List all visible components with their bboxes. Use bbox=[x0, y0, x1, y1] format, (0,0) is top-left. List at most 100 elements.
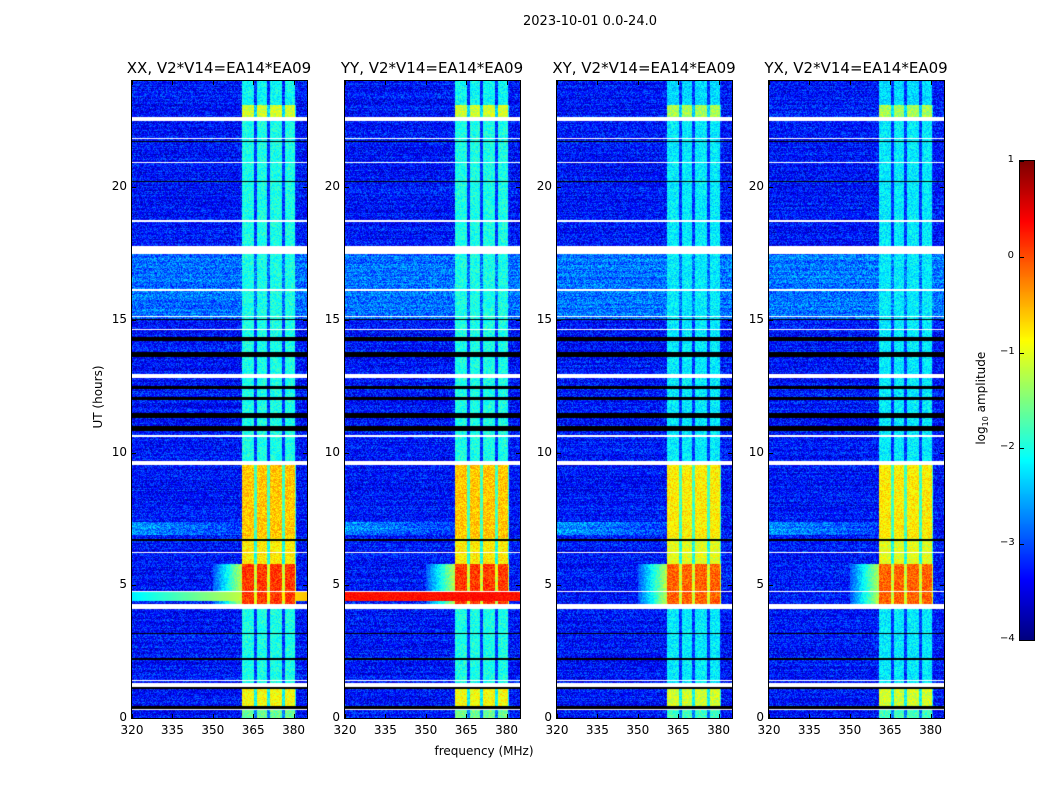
x-tick-label: 320 bbox=[545, 723, 569, 737]
x-tick-mark bbox=[809, 81, 811, 85]
y-tick-mark bbox=[516, 585, 520, 587]
x-tick-mark bbox=[466, 714, 468, 718]
x-tick-mark bbox=[597, 81, 599, 85]
y-tick-label: 10 bbox=[536, 444, 552, 459]
y-tick-mark bbox=[345, 452, 349, 454]
x-tick-mark bbox=[890, 81, 892, 85]
x-tick-mark bbox=[425, 714, 427, 718]
y-tick-mark bbox=[132, 319, 136, 321]
y-tick-label: 0 bbox=[332, 710, 340, 724]
y-tick-mark bbox=[345, 319, 349, 321]
x-tick-mark bbox=[557, 81, 558, 85]
x-tick-mark bbox=[293, 81, 295, 85]
y-tick-mark bbox=[303, 585, 307, 587]
x-tick-label: 365 bbox=[241, 723, 265, 737]
y-tick-label: 0 bbox=[544, 710, 552, 724]
y-tick-mark bbox=[940, 319, 944, 321]
x-tick-label: 335 bbox=[585, 723, 609, 737]
x-tick-mark bbox=[293, 714, 295, 718]
x-tick-label: 350 bbox=[414, 723, 438, 737]
x-tick-label: 380 bbox=[282, 723, 305, 737]
x-tick-mark bbox=[849, 81, 851, 85]
x-tick-mark bbox=[718, 714, 720, 718]
y-tick-label: 10 bbox=[111, 444, 127, 459]
x-tick-label: 380 bbox=[707, 723, 730, 737]
x-tick-mark bbox=[506, 714, 508, 718]
y-tick-mark bbox=[345, 718, 349, 719]
y-tick-mark bbox=[516, 319, 520, 321]
x-tick-mark bbox=[809, 714, 811, 718]
x-tick-mark bbox=[849, 714, 851, 718]
panel-title-xx: XX, V2*V14=EA14*EA09 bbox=[126, 59, 312, 77]
x-tick-mark bbox=[132, 714, 133, 718]
x-tick-mark bbox=[212, 81, 214, 85]
x-tick-label: 320 bbox=[120, 723, 144, 737]
y-tick-mark bbox=[132, 718, 136, 719]
x-tick-mark bbox=[930, 714, 932, 718]
colorbar-tick-label: 0 bbox=[1007, 249, 1014, 261]
y-tick-label: 0 bbox=[756, 710, 764, 724]
x-tick-mark bbox=[769, 81, 770, 85]
y-tick-label: 5 bbox=[332, 577, 340, 592]
y-tick-mark bbox=[728, 452, 732, 454]
y-tick-mark bbox=[345, 187, 349, 189]
y-tick-mark bbox=[516, 187, 520, 189]
x-tick-mark bbox=[557, 714, 558, 718]
x-tick-mark bbox=[345, 81, 346, 85]
x-axis-label: frequency (MHz) bbox=[434, 744, 534, 758]
y-tick-mark bbox=[132, 452, 136, 454]
y-tick-mark bbox=[769, 452, 773, 454]
heatmap-panel-yy bbox=[344, 80, 521, 719]
y-tick-mark bbox=[769, 585, 773, 587]
y-tick-mark bbox=[516, 452, 520, 454]
y-tick-mark bbox=[769, 319, 773, 321]
x-tick-mark bbox=[212, 714, 214, 718]
y-tick-mark bbox=[345, 585, 349, 587]
y-tick-label: 0 bbox=[119, 710, 127, 724]
heatmap-panel-xx bbox=[131, 80, 308, 719]
heatmap-image bbox=[769, 81, 944, 718]
y-tick-mark bbox=[728, 718, 732, 719]
x-tick-mark bbox=[172, 714, 174, 718]
colorbar-tick-label: −3 bbox=[1000, 537, 1015, 549]
x-tick-mark bbox=[930, 81, 932, 85]
y-tick-label: 20 bbox=[111, 179, 127, 194]
x-tick-label: 320 bbox=[333, 723, 357, 737]
x-tick-label: 365 bbox=[666, 723, 690, 737]
y-tick-mark bbox=[728, 319, 732, 321]
x-tick-mark bbox=[769, 714, 770, 718]
y-tick-mark bbox=[557, 319, 561, 321]
suptitle: 2023-10-01 0.0-24.0 bbox=[523, 14, 657, 29]
heatmap-image bbox=[557, 81, 732, 718]
x-tick-label: 335 bbox=[373, 723, 397, 737]
x-tick-mark bbox=[385, 714, 387, 718]
y-tick-mark bbox=[728, 585, 732, 587]
x-tick-label: 380 bbox=[919, 723, 942, 737]
y-tick-label: 20 bbox=[324, 179, 340, 194]
colorbar-tick-label: −2 bbox=[1000, 441, 1015, 453]
y-tick-mark bbox=[557, 187, 561, 189]
y-tick-label: 15 bbox=[536, 311, 552, 326]
colorbar-tick-mark bbox=[1020, 352, 1024, 354]
colorbar-tick-mark bbox=[1020, 256, 1024, 258]
panel-title-yy: YY, V2*V14=EA14*EA09 bbox=[340, 59, 524, 77]
x-tick-label: 350 bbox=[626, 723, 650, 737]
colorbar-tick-label: −4 bbox=[1000, 633, 1015, 644]
y-tick-mark bbox=[940, 452, 944, 454]
x-tick-mark bbox=[345, 714, 346, 718]
x-tick-mark bbox=[172, 81, 174, 85]
y-tick-mark bbox=[557, 585, 561, 587]
y-tick-label: 10 bbox=[748, 444, 764, 459]
y-tick-mark bbox=[303, 718, 307, 719]
x-tick-label: 335 bbox=[797, 723, 821, 737]
colorbar-gradient bbox=[1020, 161, 1034, 640]
heatmap-image bbox=[132, 81, 307, 718]
y-tick-label: 20 bbox=[748, 179, 764, 194]
y-tick-label: 5 bbox=[756, 577, 764, 592]
x-tick-mark bbox=[385, 81, 387, 85]
x-tick-mark bbox=[506, 81, 508, 85]
y-tick-label: 10 bbox=[324, 444, 340, 459]
x-tick-mark bbox=[678, 81, 680, 85]
x-tick-mark bbox=[132, 81, 133, 85]
